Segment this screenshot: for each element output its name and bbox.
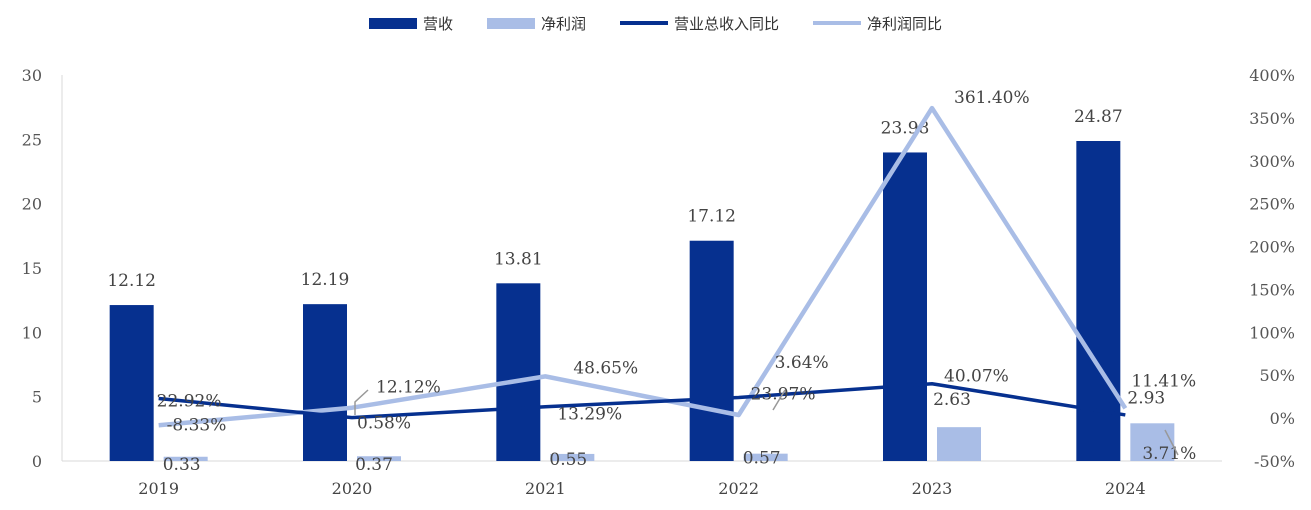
legend-swatch <box>813 21 862 25</box>
net-profit-yoy-label: 361.40% <box>954 88 1030 108</box>
label-leader-line <box>1164 429 1179 456</box>
legend-item: 营收 <box>368 13 453 34</box>
legend-item: 净利润 <box>486 13 586 34</box>
revenue-data-label: 13.81 <box>494 249 543 269</box>
revenue-yoy-label: 40.07% <box>944 367 1009 387</box>
y-right-tick-label: 400% <box>1249 66 1295 85</box>
legend-item: 营业总收入同比 <box>620 13 779 34</box>
revenue-bar <box>883 152 927 461</box>
y-left-tick-label: 0 <box>32 452 42 471</box>
label-leader-line <box>354 389 369 415</box>
y-right-tick-label: 100% <box>1249 323 1295 342</box>
x-tick-label: 2019 <box>138 479 179 498</box>
y-right-tick-label: 200% <box>1249 238 1295 257</box>
y-right-tick-label: 300% <box>1249 152 1295 171</box>
net-profit-data-label: 2.63 <box>933 390 971 410</box>
x-tick-label: 2022 <box>718 479 759 498</box>
net-profit-data-label: 2.93 <box>1127 388 1165 408</box>
net-profit-bar <box>550 453 595 461</box>
y-left-tick-label: 5 <box>32 388 42 407</box>
y-right-tick-label: -50% <box>1254 452 1295 471</box>
net-profit-yoy-label: 3.64% <box>775 353 829 373</box>
y-left-tick-label: 25 <box>22 130 42 149</box>
revenue-yoy-label: 3.71% <box>1142 444 1196 464</box>
y-right-tick-label: 150% <box>1249 280 1295 299</box>
legend-swatch <box>620 21 668 25</box>
net-profit-yoy-label: -8.33% <box>167 415 227 435</box>
legend-item: 净利润同比 <box>813 13 942 34</box>
y-right-tick-label: 0% <box>1270 409 1295 428</box>
net-profit-bar <box>743 453 788 461</box>
net-profit-data-label: 0.55 <box>549 450 587 470</box>
revenue-data-label: 24.87 <box>1074 107 1123 127</box>
x-tick-label: 2024 <box>1105 479 1146 498</box>
net-profit-data-label: 0.57 <box>743 449 781 469</box>
revenue-data-label: 17.12 <box>687 207 736 227</box>
revenue-yoy-line <box>158 381 1126 420</box>
net-profit-bar <box>1130 423 1175 461</box>
net-profit-bar <box>163 456 208 461</box>
revenue-bar <box>303 304 347 461</box>
net-profit-yoy-label: 48.65% <box>573 358 638 378</box>
revenue-data-label: 12.19 <box>301 270 350 290</box>
legend-label: 净利润同比 <box>867 14 943 33</box>
revenue-yoy-label: 22.92% <box>157 391 222 411</box>
revenue-bar <box>496 283 541 461</box>
net-profit-yoy-label: 11.41% <box>1131 371 1196 391</box>
revenue-yoy-label: 0.58% <box>357 414 411 434</box>
chart-legend: 营收 净利润 营业总收入同比 净利润同比 <box>0 8 1311 38</box>
legend-label: 营收 <box>422 14 453 33</box>
y-left-tick-label: 30 <box>22 66 42 85</box>
legend-swatch <box>368 17 417 29</box>
y-right-tick-label: 50% <box>1259 366 1295 385</box>
net-profit-data-label: 0.33 <box>163 455 201 475</box>
net-profit-yoy-line <box>158 105 1128 428</box>
label-leader-line <box>772 389 786 411</box>
net-profit-yoy-label: 12.12% <box>376 378 441 398</box>
x-tick-label: 2023 <box>912 479 953 498</box>
revenue-data-label: 12.12 <box>107 271 156 291</box>
x-tick-label: 2020 <box>332 479 373 498</box>
y-left-tick-label: 15 <box>22 259 42 278</box>
revenue-yoy-label: 13.29% <box>557 405 622 425</box>
net-profit-data-label: 0.37 <box>355 455 393 475</box>
revenue-bar <box>689 240 734 461</box>
net-profit-bar <box>937 427 981 461</box>
legend-label: 净利润 <box>540 14 586 33</box>
legend-label: 营业总收入同比 <box>674 14 780 33</box>
y-right-tick-label: 350% <box>1249 109 1295 128</box>
x-tick-label: 2021 <box>525 479 566 498</box>
y-left-tick-label: 10 <box>22 323 42 342</box>
legend-swatch <box>486 17 535 29</box>
revenue-bar <box>109 305 154 461</box>
y-left-tick-label: 20 <box>22 195 42 214</box>
net-profit-bar <box>357 456 401 461</box>
y-right-tick-label: 250% <box>1249 195 1295 214</box>
